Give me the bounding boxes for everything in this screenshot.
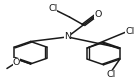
Text: N: N <box>64 32 71 41</box>
Text: Cl: Cl <box>107 70 116 79</box>
Text: Cl: Cl <box>48 4 57 13</box>
Text: O: O <box>13 58 20 67</box>
Text: O: O <box>94 10 102 19</box>
Text: Cl: Cl <box>125 27 135 36</box>
